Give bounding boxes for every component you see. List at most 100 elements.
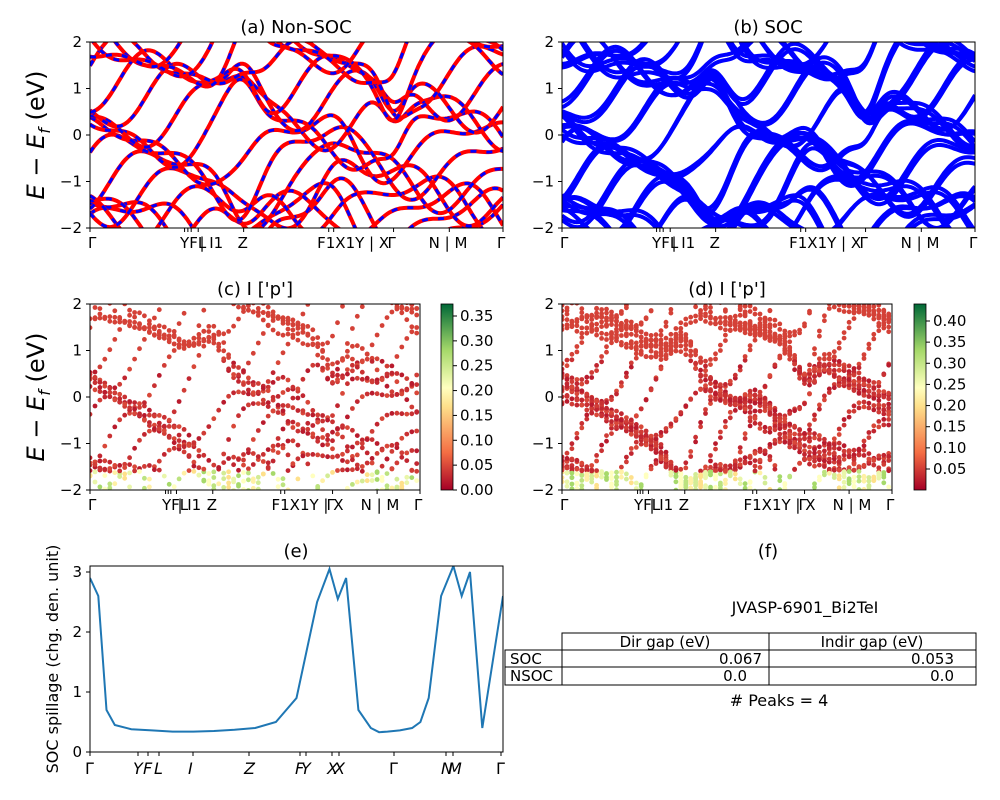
band-point [196,323,202,329]
band-point [255,340,261,346]
band-point [295,442,301,448]
band-point [275,476,281,482]
band-point [90,468,93,473]
band-point [147,329,152,335]
band-point [599,490,604,495]
band-point [673,331,679,337]
band-point [817,516,822,521]
band-point [807,522,812,527]
band-point [370,293,375,298]
band-point [564,384,570,390]
band-point [364,356,370,362]
band-point [305,461,311,467]
band-point [574,385,580,391]
band-point [300,453,306,459]
band-point [762,395,768,401]
band-point [211,483,217,489]
band-point [797,287,802,292]
x-tick-label-5: Γ [860,234,869,252]
band-point [757,470,763,476]
band-point [325,295,330,300]
band-point [156,373,162,378]
band-point [827,277,832,282]
band-point [683,485,689,490]
band-point [216,465,222,470]
band-point [817,289,822,294]
band-point [197,269,202,274]
band-point [836,440,842,446]
band-point [250,309,256,315]
band-point [852,288,857,293]
band-point [851,309,857,315]
band-point [633,344,639,350]
band-point [216,332,222,337]
band-point [575,296,580,301]
band-point [394,484,400,490]
band-point [718,471,723,477]
band-point [836,345,842,351]
x-tick-label-3: L [154,759,163,778]
band-point [614,420,619,426]
band-point [260,331,266,336]
band-point [797,432,802,437]
band-point [634,287,639,292]
band-point [842,294,847,299]
band-point [186,468,192,473]
band-point [270,380,276,385]
band-point [280,315,286,321]
panel-a-title: (a) Non-SOC [240,17,351,38]
band-point [280,332,286,338]
colorbar-tick-2: 0.25 [460,357,493,375]
band-point [688,314,694,320]
band-point [255,381,261,386]
band-point [147,428,152,434]
band-point [176,399,182,404]
band-point [385,298,390,303]
band-point [335,453,340,459]
band-point [404,317,410,323]
band-point [856,384,862,390]
band-point [414,409,420,415]
band-point [399,391,405,397]
band-point [365,286,370,291]
band-point [290,317,296,323]
band-point [639,282,644,287]
band-point [315,513,320,518]
band-point [137,469,142,474]
band-point [102,293,107,298]
band-point [663,426,669,431]
band-point [236,389,241,395]
band-point [762,330,768,336]
band-point [817,433,822,438]
band-point [335,426,340,431]
band-point [614,414,619,420]
band-point [206,458,212,463]
table-row-label-nsoc: NSOC [510,667,553,685]
band-point [747,455,753,460]
band-point [350,467,355,473]
band-point [648,433,654,439]
panel-d-title: (d) I ['p'] [688,279,766,300]
band-point [638,343,644,349]
band-point [97,465,103,471]
band-point [876,402,882,408]
band-point [589,370,595,375]
band-point [107,433,113,439]
band-point [107,295,112,300]
band-point [619,425,624,430]
band-point [579,397,585,403]
band-point [275,376,281,381]
band-line-dash [90,77,503,172]
band-point [404,336,410,341]
band-point [674,252,679,257]
band-point [211,323,217,329]
band-point [881,309,887,315]
band-point [320,355,325,361]
band-point [822,514,827,519]
band-point [255,428,261,433]
band-point [295,476,301,482]
band-point [147,407,152,413]
band-point [634,290,639,295]
band-point [752,392,758,398]
